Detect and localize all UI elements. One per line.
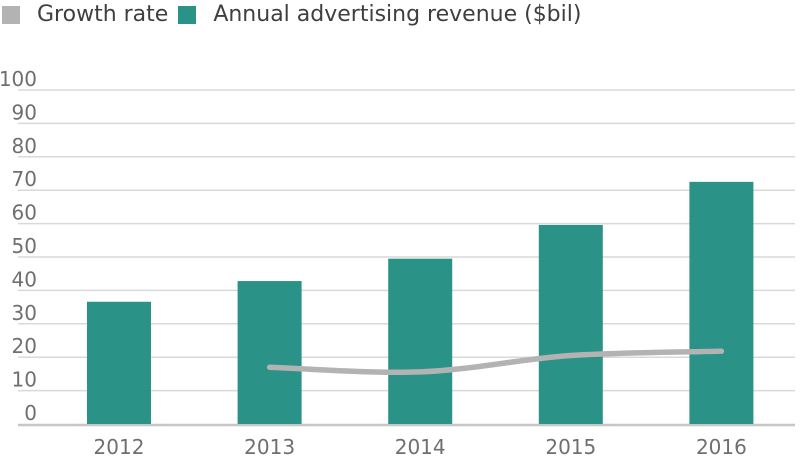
legend-swatch-growth-rate — [2, 5, 20, 24]
legend-label-growth-rate: Growth rate — [37, 2, 169, 27]
y-axis-tick-label: 100 — [0, 67, 37, 91]
bar-2014 — [388, 258, 453, 424]
y-axis-tick-label: 10 — [12, 368, 37, 392]
y-axis-tick-label: 90 — [12, 100, 37, 124]
x-axis-tick-label: 2016 — [696, 435, 747, 459]
y-axis-tick-label: 60 — [12, 201, 37, 225]
bar-2013 — [237, 281, 302, 424]
legend: Growth rate Annual advertising revenue (… — [2, 2, 591, 27]
bar-2016 — [689, 181, 754, 424]
y-axis-tick-label: 70 — [12, 167, 37, 191]
y-axis-tick-label: 80 — [12, 134, 37, 158]
y-axis-tick-label: 20 — [12, 334, 37, 358]
y-axis-tick-label: 30 — [12, 301, 37, 325]
legend-item-growth-rate: Growth rate — [2, 2, 168, 27]
x-axis-tick-label: 2014 — [395, 435, 446, 459]
legend-label-annual-advertising-revenue: Annual advertising revenue ($bil) — [213, 2, 582, 27]
legend-item-annual-advertising-revenue: Annual advertising revenue ($bil) — [178, 2, 581, 27]
y-axis-tick-label: 40 — [12, 267, 37, 291]
x-axis-tick-label: 2015 — [545, 435, 596, 459]
legend-swatch-annual-advertising-revenue — [178, 5, 197, 24]
y-axis-tick-label: 50 — [12, 234, 37, 258]
growth-rate-line — [266, 348, 725, 376]
bar-2012 — [87, 301, 151, 424]
y-axis-tick-label: 0 — [24, 401, 37, 425]
x-axis-tick-label: 2013 — [244, 435, 295, 459]
bar-2015 — [538, 224, 603, 424]
x-axis-tick-label: 2012 — [94, 435, 145, 459]
